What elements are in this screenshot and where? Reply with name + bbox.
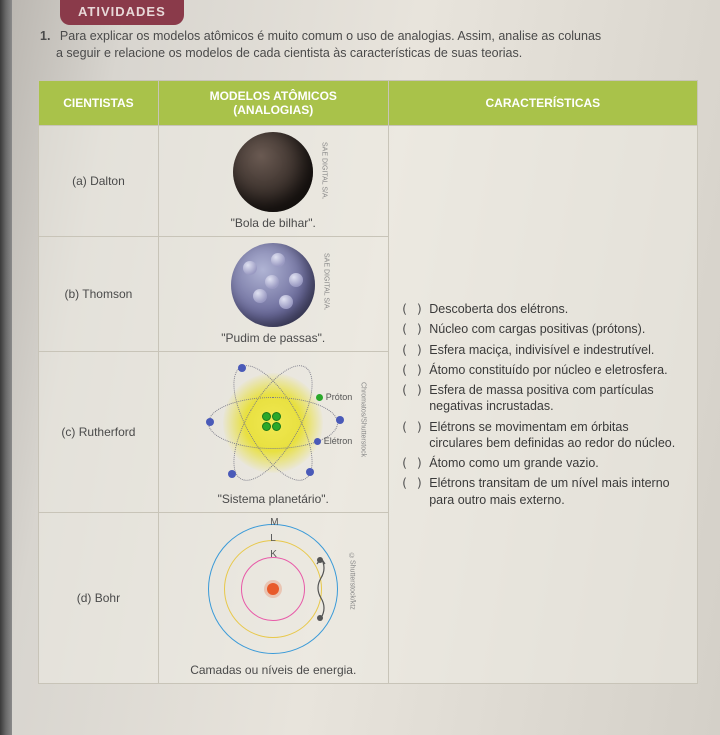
- list-item: ( )Esfera de massa positiva com partícul…: [401, 382, 685, 415]
- energy-levels-icon: M L K ©Shutterstock/ktz: [193, 519, 353, 659]
- level-l-label: L: [270, 533, 276, 544]
- level-k-label: K: [270, 549, 277, 560]
- page-binding-edge: [0, 0, 12, 735]
- caption-thomson: "Pudim de passas".: [221, 331, 325, 345]
- caption-rutherford: "Sistema planetário".: [218, 492, 329, 506]
- credit-text: ©Shutterstock/ktz: [348, 553, 355, 610]
- intro-line2: a seguir e relacione os modelos de cada …: [56, 46, 522, 60]
- question-number: 1.: [40, 29, 50, 43]
- billiard-ball-icon: [233, 132, 313, 212]
- atomic-models-table: CIENTISTAS MODELOS ATÔMICOS (ANALOGIAS) …: [38, 80, 698, 684]
- list-item: ( )Elétrons se movimentam em órbitas cir…: [401, 419, 685, 452]
- planetary-model-icon: Próton Elétron Chromatos/Shutterstock: [188, 358, 358, 488]
- electron-label: Elétron: [314, 436, 353, 446]
- list-item: ( )Átomo constituído por núcleo e eletro…: [401, 362, 685, 378]
- table-row: (a) Dalton SAE DIGITAL S/A. "Bola de bil…: [39, 126, 698, 237]
- scientist-rutherford: (c) Rutherford: [39, 352, 159, 513]
- characteristics-cell: ( )Descoberta dos elétrons. ( )Núcleo co…: [388, 126, 697, 684]
- list-item: ( )Átomo como um grande vazio.: [401, 455, 685, 471]
- header-scientists: CIENTISTAS: [39, 81, 159, 126]
- model-dalton: SAE DIGITAL S/A. "Bola de bilhar".: [158, 126, 388, 237]
- plum-pudding-icon: [231, 243, 315, 327]
- caption-dalton: "Bola de bilhar".: [231, 216, 316, 230]
- model-thomson: SAE DIGITAL S/A. "Pudim de passas".: [158, 237, 388, 352]
- model-bohr: M L K ©Shutterstock/ktz Camadas ou nívei…: [158, 513, 388, 684]
- intro-line1: Para explicar os modelos atômicos é muit…: [60, 29, 601, 43]
- characteristics-list: ( )Descoberta dos elétrons. ( )Núcleo co…: [401, 301, 685, 508]
- list-item: ( )Núcleo com cargas positivas (prótons)…: [401, 321, 685, 337]
- transition-arrow-icon: [311, 553, 341, 623]
- proton-label: Próton: [316, 392, 353, 402]
- list-item: ( )Elétrons transitam de um nível mais i…: [401, 475, 685, 508]
- header-models: MODELOS ATÔMICOS (ANALOGIAS): [158, 81, 388, 126]
- activities-tab: ATIVIDADES: [60, 0, 184, 25]
- caption-bohr: Camadas ou níveis de energia.: [190, 663, 356, 677]
- scientist-bohr: (d) Bohr: [39, 513, 159, 684]
- list-item: ( )Descoberta dos elétrons.: [401, 301, 685, 317]
- level-m-label: M: [270, 517, 278, 528]
- list-item: ( )Esfera maciça, indivisível e indestru…: [401, 342, 685, 358]
- header-characteristics: CARACTERÍSTICAS: [388, 81, 697, 126]
- scientist-thomson: (b) Thomson: [39, 237, 159, 352]
- scientist-dalton: (a) Dalton: [39, 126, 159, 237]
- model-rutherford: Próton Elétron Chromatos/Shutterstock "S…: [158, 352, 388, 513]
- credit-text: SAE DIGITAL S/A.: [320, 142, 327, 200]
- credit-text: SAE DIGITAL S/A.: [322, 253, 329, 311]
- question-intro: 1. Para explicar os modelos atômicos é m…: [40, 28, 690, 62]
- credit-text: Chromatos/Shutterstock: [359, 382, 366, 457]
